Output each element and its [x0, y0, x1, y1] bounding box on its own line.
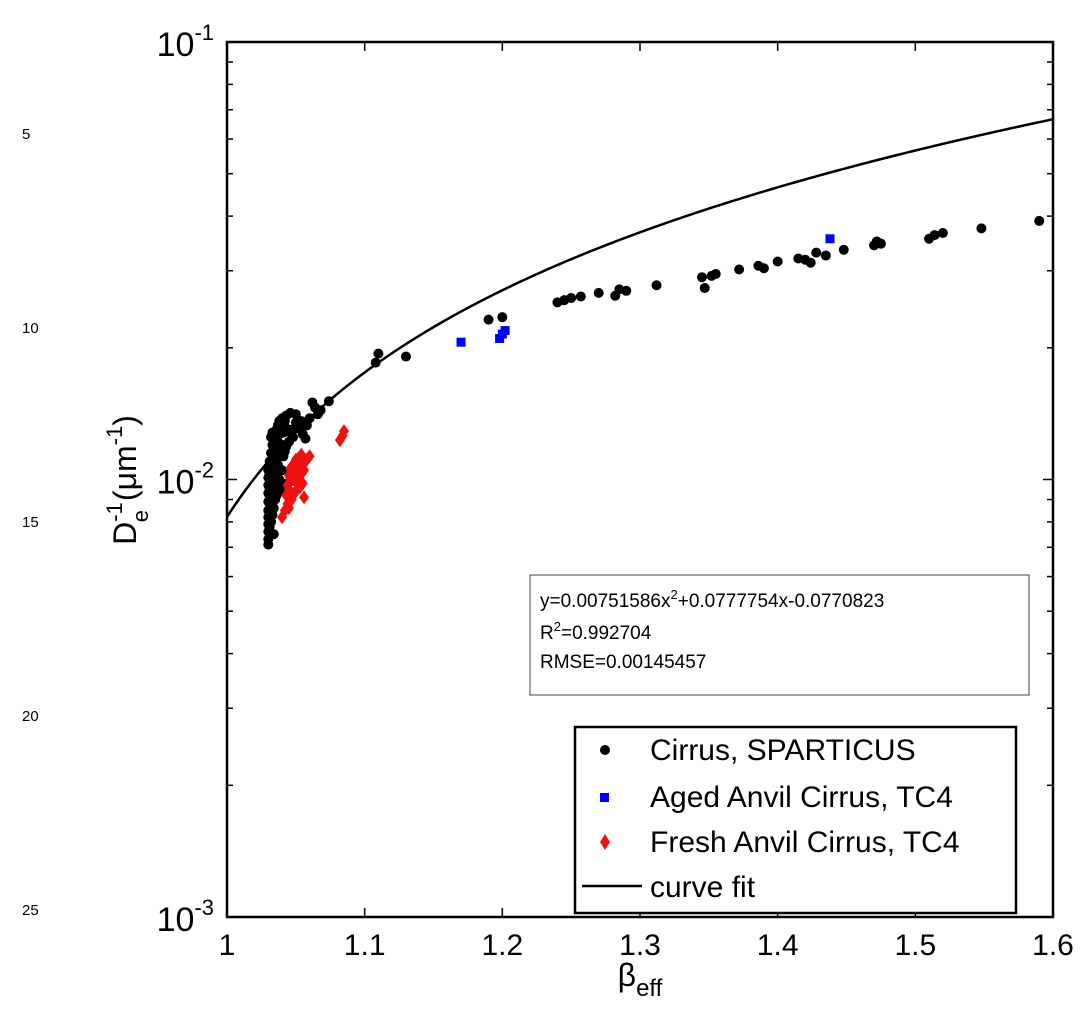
point-fresh-anvil-tc4 — [299, 490, 310, 505]
legend-marker-aged-anvil — [600, 793, 609, 802]
x-tick-label: 1.4 — [757, 929, 799, 962]
point-cirrus-sparticus — [277, 465, 288, 476]
point-cirrus-sparticus — [621, 285, 632, 296]
line-number-25: 25 — [22, 902, 39, 919]
point-cirrus-sparticus — [268, 529, 279, 540]
y-tick-label: 10-2 — [157, 458, 214, 502]
point-cirrus-sparticus — [929, 230, 940, 241]
legend-marker-cirrus — [600, 745, 610, 755]
point-cirrus-sparticus — [937, 227, 948, 238]
point-cirrus-sparticus — [699, 282, 710, 293]
point-cirrus-sparticus — [758, 263, 769, 274]
point-aged-anvil-tc4 — [500, 326, 510, 336]
point-fresh-anvil-tc4 — [339, 424, 350, 439]
point-cirrus-sparticus — [566, 292, 577, 303]
fit-rmse: RMSE=0.00145457 — [540, 652, 706, 673]
point-cirrus-sparticus — [497, 312, 508, 323]
tick-labels: 1 1.1 1.2 1.3 1.4 1.5 1.6 10-3 10-2 10-1 — [157, 20, 1074, 962]
line-number-20: 20 — [22, 708, 39, 725]
point-cirrus-sparticus — [820, 250, 831, 261]
plot-frame — [225, 40, 1055, 919]
point-cirrus-sparticus — [875, 238, 886, 249]
x-tick-label: 1.5 — [894, 929, 936, 962]
fit-annotation-box — [529, 574, 1030, 696]
fit-equation: y=0.00751586x2+0.0777754x-0.0770823 — [540, 587, 884, 612]
legend-marker-fresh-anvil — [600, 834, 610, 850]
point-cirrus-sparticus — [373, 348, 384, 359]
point-cirrus-sparticus — [976, 223, 987, 234]
line-number-10: 10 — [22, 320, 39, 337]
x-tick-label: 1 — [219, 929, 236, 962]
x-tick-label: 1.1 — [344, 929, 386, 962]
line-number-15: 15 — [22, 514, 39, 531]
x-tick-label: 1.2 — [481, 929, 523, 962]
y-tick-label: 10-1 — [157, 20, 214, 64]
point-cirrus-sparticus — [575, 291, 586, 302]
line-number-5: 5 — [22, 126, 31, 143]
point-cirrus-sparticus — [593, 287, 604, 298]
legend-box — [573, 725, 1018, 915]
point-fresh-anvil-tc4 — [297, 476, 308, 491]
point-cirrus-sparticus — [805, 257, 816, 268]
x-tick-label: 1.6 — [1032, 929, 1074, 962]
point-fresh-anvil-tc4 — [304, 449, 315, 464]
data-points — [263, 215, 1045, 550]
curve-fit-line — [225, 118, 1054, 518]
point-fresh-anvil-tc4 — [283, 501, 294, 516]
legend-label-cirrus: Cirrus, SPARTICUS — [650, 734, 916, 767]
x-axis-label: βeff — [618, 957, 663, 1002]
point-cirrus-sparticus — [710, 268, 721, 279]
point-cirrus-sparticus — [734, 264, 745, 275]
point-cirrus-sparticus — [651, 280, 662, 291]
point-cirrus-sparticus — [400, 351, 411, 362]
point-fresh-anvil-tc4 — [277, 510, 288, 525]
point-cirrus-sparticus — [300, 433, 311, 444]
y-tick-label: 10-3 — [157, 895, 214, 939]
point-aged-anvil-tc4 — [825, 234, 835, 244]
y-axis-label: D-1e (μm-1) — [102, 415, 153, 545]
point-cirrus-sparticus — [483, 314, 494, 325]
x-tick-label: 1.3 — [619, 929, 661, 962]
point-cirrus-sparticus — [696, 272, 707, 283]
legend-label-curve-fit: curve fit — [650, 871, 756, 904]
fit-r-squared: R2=0.992704 — [540, 619, 652, 644]
point-cirrus-sparticus — [290, 409, 301, 420]
legend-label-aged-anvil: Aged Anvil Cirrus, TC4 — [650, 781, 953, 814]
point-cirrus-sparticus — [811, 247, 822, 258]
point-cirrus-sparticus — [268, 503, 279, 514]
point-cirrus-sparticus — [1034, 215, 1045, 226]
point-cirrus-sparticus — [288, 432, 299, 443]
point-cirrus-sparticus — [315, 405, 326, 416]
point-cirrus-sparticus — [772, 256, 783, 267]
point-cirrus-sparticus — [838, 244, 849, 255]
legend-label-fresh-anvil: Fresh Anvil Cirrus, TC4 — [650, 826, 960, 859]
point-aged-anvil-tc4 — [456, 337, 466, 347]
